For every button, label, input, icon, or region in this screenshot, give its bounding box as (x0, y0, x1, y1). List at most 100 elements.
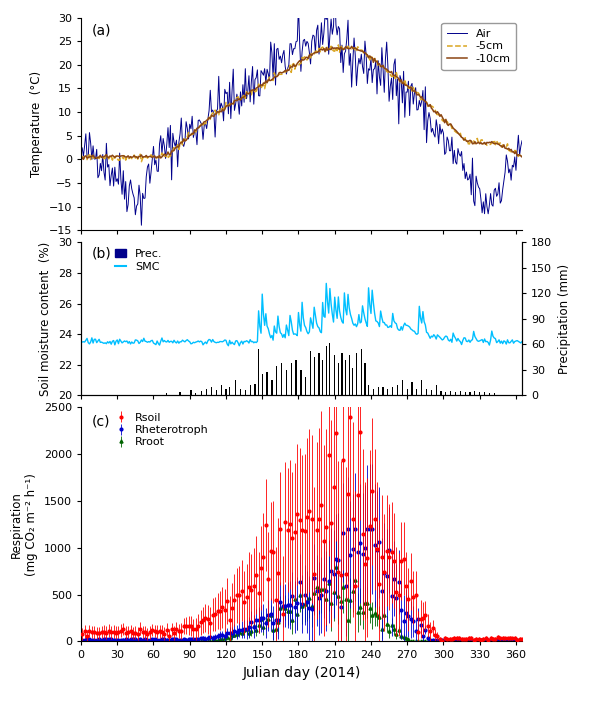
Bar (436, 386, 437, 395)
Bar (387, 388, 388, 395)
SMC (323, 279, 330, 287)
Air (458, 147, 465, 156)
Bar (450, 391, 451, 395)
Bar (314, 357, 315, 395)
SMC (500, 336, 508, 345)
Bar (352, 368, 353, 395)
Y-axis label: Soil moisture content  (%): Soil moisture content (%) (39, 242, 52, 396)
Air (173, 136, 180, 144)
Bar (364, 363, 365, 395)
Bar (226, 388, 227, 395)
Bar (407, 388, 408, 395)
Bar (190, 390, 191, 395)
Bar (426, 388, 427, 395)
-5cm (257, 84, 265, 93)
-5cm (500, 142, 508, 150)
Bar (322, 360, 323, 395)
Line: -5cm: -5cm (82, 45, 522, 162)
Bar (281, 363, 282, 395)
Bar (245, 390, 246, 395)
Bar (377, 387, 379, 395)
Air (138, 221, 145, 229)
Bar (206, 388, 207, 395)
-5cm (138, 158, 145, 166)
Bar (310, 351, 311, 395)
Bar (382, 387, 383, 395)
SMC (79, 338, 86, 346)
-10cm (257, 81, 265, 89)
Bar (258, 348, 259, 395)
Bar (305, 376, 307, 395)
Bar (334, 355, 335, 395)
SMC (518, 337, 526, 346)
Bar (345, 360, 346, 395)
Bar (201, 391, 202, 395)
-5cm (335, 41, 342, 49)
Bar (179, 392, 181, 395)
SMC (255, 306, 262, 315)
Line: SMC: SMC (82, 283, 522, 346)
Bar (469, 392, 470, 395)
Bar (349, 355, 350, 395)
Bar (368, 386, 369, 395)
Bar (464, 392, 466, 395)
Air (257, 67, 265, 75)
Bar (341, 353, 343, 395)
Bar (235, 380, 236, 395)
-10cm (80, 155, 87, 163)
Legend: Air, -5cm, -10cm: Air, -5cm, -10cm (442, 23, 517, 69)
Y-axis label: Temperature  (°C): Temperature (°C) (30, 71, 43, 177)
Bar (361, 348, 362, 395)
-10cm (173, 143, 180, 151)
Legend: Rsoil, Rheterotroph, Rroot: Rsoil, Rheterotroph, Rroot (111, 408, 214, 451)
Bar (290, 363, 292, 395)
Bar (276, 366, 277, 395)
Bar (286, 370, 287, 395)
-10cm (458, 133, 465, 142)
Bar (412, 382, 413, 395)
Bar (254, 383, 256, 395)
Line: -10cm: -10cm (82, 46, 522, 159)
Bar (262, 374, 263, 395)
Bar (440, 391, 442, 395)
Text: (c): (c) (92, 414, 110, 428)
-10cm (200, 118, 208, 126)
SMC (199, 341, 206, 349)
-5cm (255, 80, 262, 88)
Bar (240, 388, 241, 395)
Bar (373, 388, 374, 395)
Bar (271, 380, 272, 395)
-10cm (348, 42, 355, 50)
-5cm (518, 151, 526, 160)
SMC (458, 341, 465, 349)
Bar (250, 386, 251, 395)
-10cm (79, 154, 86, 162)
Bar (266, 372, 268, 395)
Bar (295, 360, 296, 395)
Bar (356, 353, 357, 395)
Bar (484, 392, 485, 395)
Bar (211, 387, 212, 395)
-5cm (173, 144, 180, 152)
Text: (a): (a) (92, 24, 112, 38)
Bar (402, 380, 403, 395)
Bar (397, 386, 398, 395)
Bar (479, 392, 481, 395)
Air (518, 137, 526, 145)
Bar (329, 343, 331, 395)
Y-axis label: Respiration
(mg CO₂ m⁻² h⁻¹): Respiration (mg CO₂ m⁻² h⁻¹) (10, 473, 38, 576)
-5cm (200, 119, 208, 128)
Bar (431, 390, 432, 395)
Legend: Prec., SMC: Prec., SMC (111, 245, 167, 276)
Bar (166, 393, 167, 395)
-5cm (458, 135, 465, 143)
Bar (455, 392, 456, 395)
Bar (460, 391, 461, 395)
Text: (b): (b) (92, 247, 112, 261)
Air (500, 177, 508, 185)
Bar (326, 346, 327, 395)
SMC (236, 341, 243, 350)
Bar (319, 353, 320, 395)
SMC (172, 338, 179, 346)
Bar (300, 370, 302, 395)
